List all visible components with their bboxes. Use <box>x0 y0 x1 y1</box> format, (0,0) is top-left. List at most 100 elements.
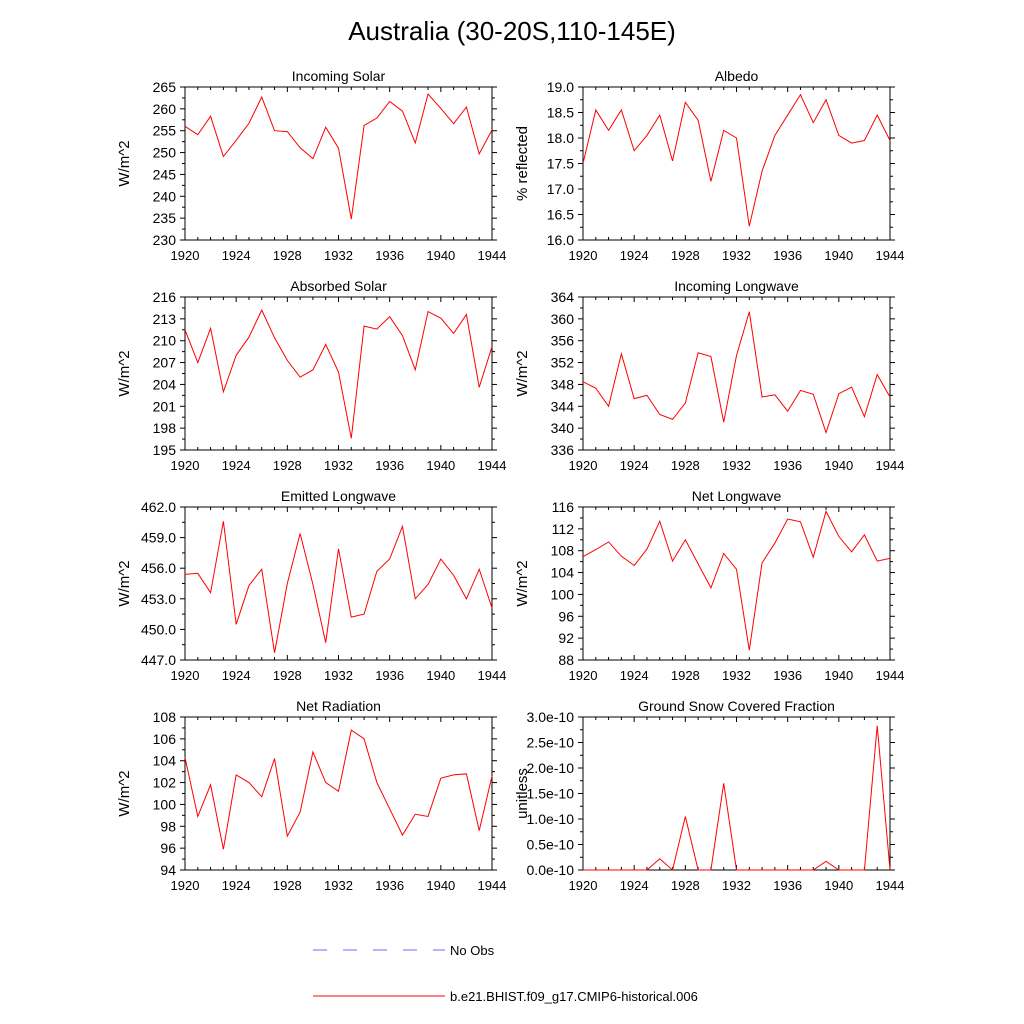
x-tick-label: 1936 <box>375 878 404 893</box>
y-tick-label: 255 <box>153 123 177 139</box>
y-tick-label: 453.0 <box>141 591 176 607</box>
x-tick-label: 1936 <box>375 248 404 263</box>
x-tick-label: 1928 <box>671 248 700 263</box>
y-tick-label: 213 <box>153 311 177 327</box>
x-tick-label: 1936 <box>375 458 404 473</box>
x-tick-label: 1932 <box>722 668 751 683</box>
y-tick-label: 2.0e-10 <box>527 760 575 776</box>
y-axis-label: % reflected <box>514 126 531 201</box>
panel-title: Ground Snow Covered Fraction <box>638 698 835 714</box>
y-axis-label: W/m^2 <box>116 560 133 606</box>
x-tick-label: 1928 <box>273 248 302 263</box>
y-tick-label: 459.0 <box>141 530 176 546</box>
x-tick-label: 1936 <box>773 878 802 893</box>
y-tick-label: 456.0 <box>141 560 176 576</box>
y-tick-label: 216 <box>153 289 177 305</box>
y-tick-label: 100 <box>153 796 177 812</box>
x-tick-label: 1932 <box>324 668 353 683</box>
panel-title: Albedo <box>715 68 759 84</box>
y-tick-label: 19.0 <box>547 79 574 95</box>
y-tick-label: 364 <box>551 289 575 305</box>
legend-no-obs-label: No Obs <box>450 943 495 958</box>
y-tick-label: 230 <box>153 232 177 248</box>
y-tick-label: 17.0 <box>547 181 574 197</box>
series-line-albedo <box>582 93 891 227</box>
y-tick-label: 245 <box>153 166 177 182</box>
y-tick-label: 207 <box>153 355 177 371</box>
x-tick-label: 1928 <box>671 878 700 893</box>
x-tick-label: 1924 <box>222 458 251 473</box>
y-tick-label: 210 <box>153 333 177 349</box>
legend-model-label: b.e21.BHIST.f09_g17.CMIP6-historical.006 <box>450 989 698 1004</box>
y-tick-label: 198 <box>153 420 177 436</box>
x-tick-label: 1924 <box>620 248 649 263</box>
panel-absorbed-solar: Absorbed Solar W/m^2 1920 1924 1928 1932 1936 1… <box>116 278 506 473</box>
y-tick-label: 235 <box>153 210 177 226</box>
x-tick-label: 1944 <box>876 458 905 473</box>
x-tick-label: 1932 <box>324 248 353 263</box>
y-tick-label: 94 <box>160 862 176 878</box>
y-tick-label: 108 <box>551 543 575 559</box>
x-tick-label: 1944 <box>876 878 905 893</box>
x-tick-label: 1924 <box>222 668 251 683</box>
x-tick-label: 1924 <box>222 248 251 263</box>
y-axis-label: W/m^2 <box>116 350 133 396</box>
y-tick-label: 240 <box>153 188 177 204</box>
panel-incoming-longwave: Incoming Longwave W/m^2 1920 1924 1928 1932 19… <box>514 278 904 473</box>
x-tick-label: 1920 <box>171 878 200 893</box>
x-tick-label: 1936 <box>773 248 802 263</box>
x-tick-label: 1936 <box>375 668 404 683</box>
x-tick-label: 1940 <box>824 878 853 893</box>
y-axis-label: unitless <box>514 768 531 819</box>
y-tick-label: 0.5e-10 <box>527 837 575 853</box>
y-axis-label: W/m^2 <box>116 770 133 816</box>
x-tick-label: 1932 <box>722 248 751 263</box>
y-tick-label: 204 <box>153 376 177 392</box>
x-tick-label: 1928 <box>273 878 302 893</box>
series-line-emitted-longwave <box>184 521 493 653</box>
series-line-net-longwave <box>582 509 891 651</box>
x-tick-label: 1940 <box>426 668 455 683</box>
series-line-ground-snow-covered-fraction <box>583 725 891 871</box>
x-tick-label: 1944 <box>478 668 507 683</box>
x-tick-label: 1936 <box>773 668 802 683</box>
y-tick-label: 88 <box>558 652 574 668</box>
y-tick-label: 462.0 <box>141 499 176 515</box>
y-tick-label: 201 <box>153 398 177 414</box>
panel-title: Net Longwave <box>692 488 782 504</box>
panel-title: Incoming Longwave <box>674 278 799 294</box>
x-tick-label: 1924 <box>620 668 649 683</box>
x-tick-label: 1920 <box>569 878 598 893</box>
y-tick-label: 17.5 <box>547 156 574 172</box>
y-tick-label: 92 <box>558 630 574 646</box>
legend: No Obs b.e21.BHIST.f09_g17.CMIP6-histori… <box>313 943 698 1004</box>
panel-incoming-solar: Incoming Solar W/m^2 1920 1924 1928 1932 1936 1… <box>116 68 506 263</box>
x-tick-label: 1940 <box>426 878 455 893</box>
x-tick-label: 1932 <box>324 878 353 893</box>
series-line-net-radiation <box>184 729 493 850</box>
x-tick-label: 1944 <box>478 878 507 893</box>
panel-ground-snow-covered-fraction: Ground Snow Covered Fraction unitless 1920… <box>514 698 904 893</box>
x-tick-label: 1940 <box>426 248 455 263</box>
y-tick-label: 2.5e-10 <box>527 735 575 751</box>
y-tick-label: 356 <box>551 333 575 349</box>
x-tick-label: 1932 <box>722 878 751 893</box>
x-tick-label: 1920 <box>171 248 200 263</box>
y-tick-label: 106 <box>153 731 177 747</box>
x-tick-label: 1920 <box>171 458 200 473</box>
y-tick-label: 18.0 <box>547 130 574 146</box>
panel-emitted-longwave: Emitted Longwave W/m^2 1920 1924 1928 1932 193… <box>116 488 506 683</box>
x-tick-label: 1940 <box>824 458 853 473</box>
y-tick-label: 360 <box>551 311 575 327</box>
y-tick-label: 96 <box>160 840 176 856</box>
panel-net-radiation: Net Radiation W/m^2 1920 1924 1928 1932 1936 19… <box>116 698 506 893</box>
y-tick-label: 18.5 <box>547 105 574 121</box>
x-tick-label: 1924 <box>620 458 649 473</box>
y-tick-label: 0.0e-10 <box>527 862 575 878</box>
x-tick-label: 1944 <box>478 248 507 263</box>
y-tick-label: 447.0 <box>141 652 176 668</box>
y-tick-label: 260 <box>153 101 177 117</box>
panel-albedo: Albedo % reflected 1920 1924 1928 1932 1936 194… <box>514 68 904 263</box>
y-tick-label: 96 <box>558 608 574 624</box>
